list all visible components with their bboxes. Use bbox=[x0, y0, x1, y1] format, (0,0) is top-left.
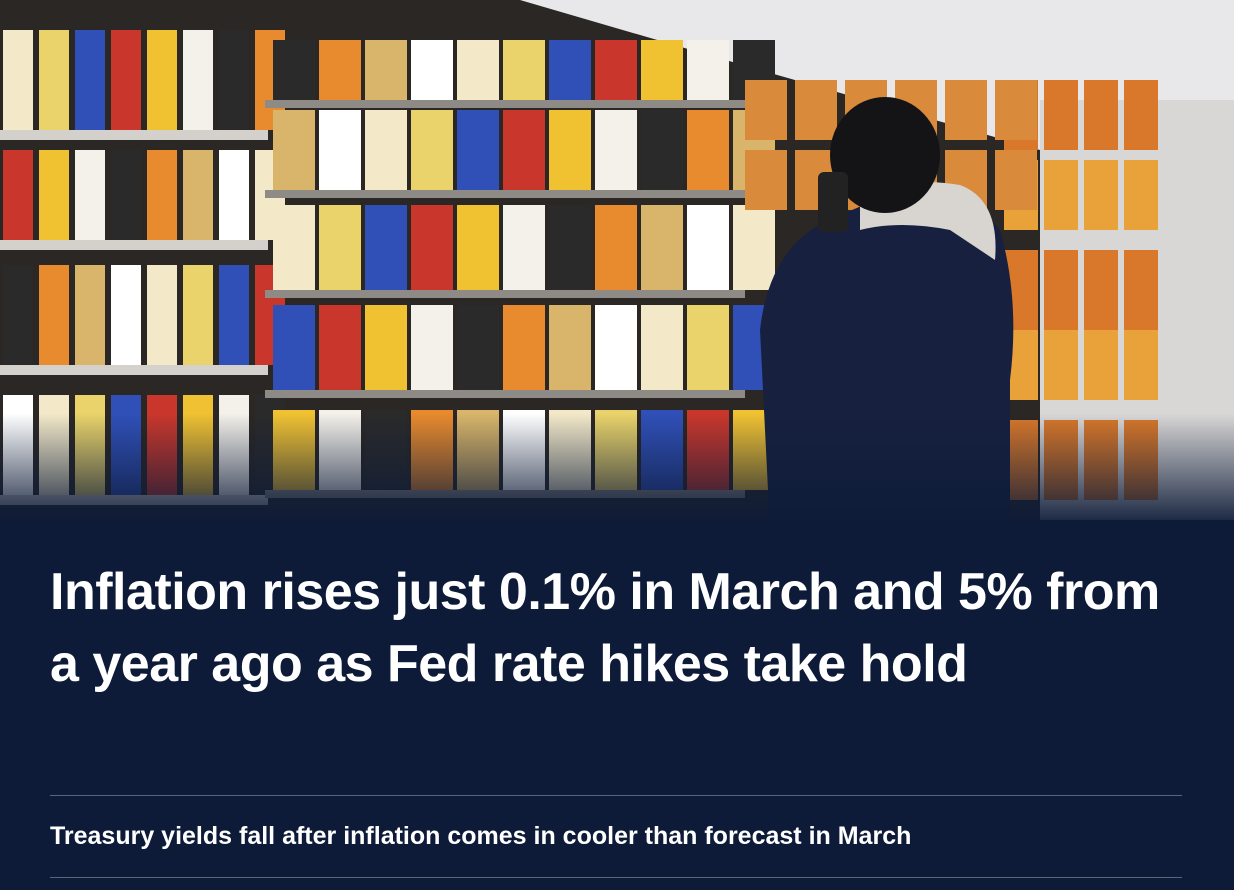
headline: Inflation rises just 0.1% in March and 5… bbox=[50, 563, 1160, 693]
related-link[interactable]: Treasury yields fall after inflation com… bbox=[50, 822, 912, 850]
divider bbox=[50, 877, 1182, 878]
divider bbox=[50, 795, 1182, 796]
headline-panel bbox=[0, 520, 1234, 890]
hero-photo bbox=[0, 0, 1234, 530]
